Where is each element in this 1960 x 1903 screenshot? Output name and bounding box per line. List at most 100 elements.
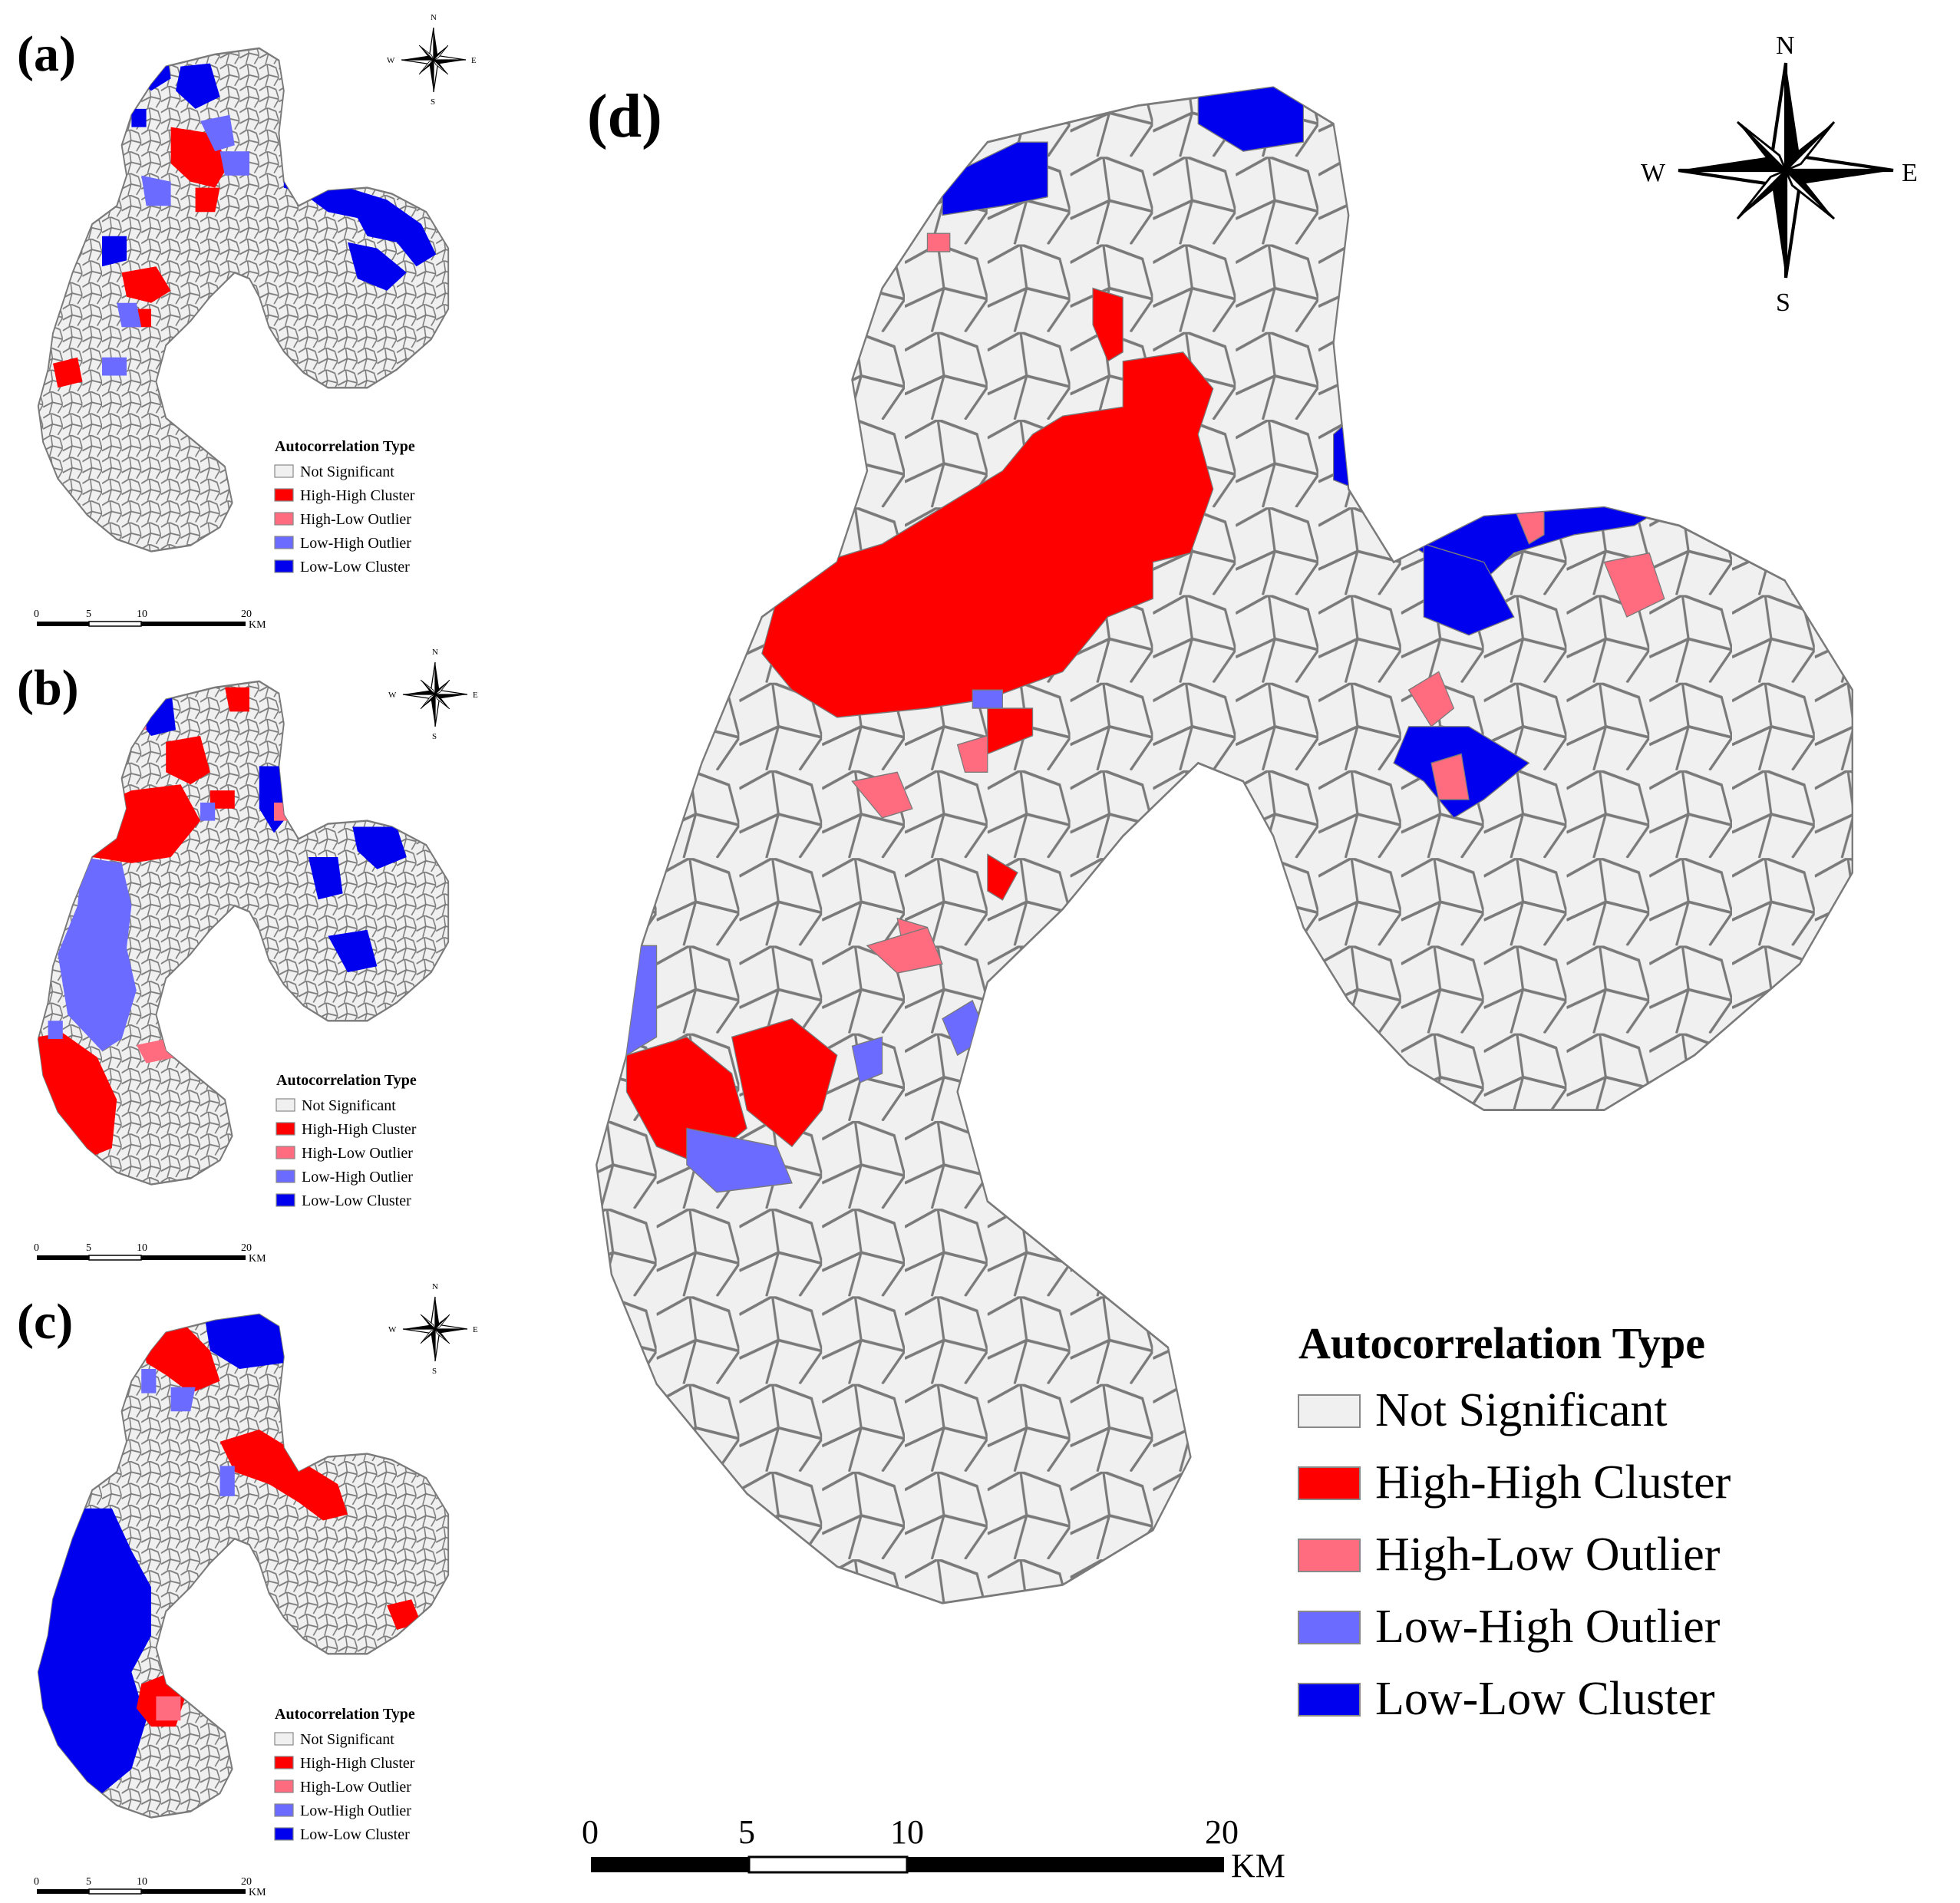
region-low-high: [686, 1127, 793, 1193]
scale-tick: 5: [86, 608, 91, 620]
region-low-low: [131, 108, 147, 127]
legend-title: Autocorrelation Type: [275, 438, 415, 455]
legend-d-swatch-high-high: [1298, 1466, 1361, 1500]
legend-d-label-low-low: Low-Low Cluster: [1375, 1673, 1715, 1725]
compass-rose-a: [401, 27, 467, 93]
legend-swatch-high-high: [274, 1756, 294, 1769]
panel-a: (a): [17, 13, 477, 631]
legend-c: Autocorrelation Type Not Significant High-…: [274, 1706, 415, 1843]
scale-bar-d: 0 5 10 20 KM: [582, 1813, 1285, 1885]
legend-swatch-high-high: [274, 488, 294, 502]
legend-label-high-high: High-High Cluster: [300, 1755, 415, 1772]
region-high-low: [367, 169, 382, 182]
region-high-low: [131, 711, 147, 731]
svg-text:W: W: [388, 1325, 397, 1334]
svg-text:N: N: [432, 1282, 438, 1291]
legend-label-high-low: High-Low Outlier: [300, 1779, 411, 1796]
panel-c-label: (c): [17, 1294, 73, 1350]
region-high-high: [190, 345, 210, 364]
scale-tick: 10: [137, 1242, 147, 1254]
legend-label-low-low: Low-Low Cluster: [302, 1192, 411, 1209]
scale-tick: 5: [86, 1242, 91, 1254]
region-low-low: [136, 687, 177, 736]
region-high-high: [195, 187, 220, 213]
panel-d-label: (d): [587, 83, 662, 150]
legend-label-high-low: High-Low Outlier: [302, 1145, 413, 1162]
compass-labels-c: N E S W: [388, 1282, 478, 1376]
legend-b: Autocorrelation Type Not Significant High-…: [276, 1072, 417, 1209]
legend-label-low-high: Low-High Outlier: [300, 1802, 411, 1819]
compass-labels-b: N E S W: [388, 648, 478, 741]
legend-d-title: Autocorrelation Type: [1298, 1318, 1705, 1368]
scale-tick: 0: [34, 1876, 39, 1888]
region-low-high: [200, 114, 235, 152]
legend-title: Autocorrelation Type: [275, 1706, 415, 1723]
compass-rose-b: [402, 661, 468, 727]
region-high-low: [1603, 552, 1665, 618]
scale-tick: 0: [34, 1242, 39, 1254]
svg-text:S: S: [431, 97, 435, 107]
region-low-high: [972, 689, 1003, 709]
region-low-low: [1423, 543, 1515, 636]
region-high-high: [761, 351, 1214, 718]
legend-label-high-high: High-High Cluster: [300, 487, 415, 504]
svg-text:E: E: [473, 1325, 478, 1334]
legend-swatch-low-low: [276, 1193, 295, 1207]
region-high-high: [210, 790, 235, 809]
legend-d: Autocorrelation Type Not Significant High…: [1298, 1318, 1731, 1725]
region-low-high: [219, 151, 250, 176]
scale-tick: 10: [137, 608, 147, 620]
legend-label-low-high: Low-High Outlier: [300, 535, 411, 552]
region-low-low: [176, 63, 220, 109]
svg-text:W: W: [387, 56, 395, 65]
panel-c-map: [37, 1313, 450, 1819]
legend-a: Autocorrelation Type Not Significant High-…: [274, 438, 415, 576]
compass-labels-d: N E S W: [1641, 31, 1918, 317]
scale-tick-20: 20: [1205, 1813, 1239, 1851]
region-low-high: [200, 802, 216, 821]
region-low-low: [205, 1314, 289, 1369]
region-high-high: [166, 736, 210, 785]
legend-d-label-not-significant: Not Significant: [1375, 1384, 1668, 1436]
region-low-low: [619, 799, 650, 873]
panel-b-label: (b): [17, 660, 79, 716]
panel-b-map: [37, 680, 450, 1186]
region-low-low: [328, 929, 378, 973]
region-high-low: [38, 327, 48, 345]
svg-text:S: S: [432, 1367, 437, 1376]
scale-tick: 20: [241, 1876, 252, 1888]
panel-d-map: [595, 86, 1854, 1605]
scale-tick: 20: [241, 608, 252, 620]
region-low-low: [348, 242, 407, 291]
region-high-low: [1407, 671, 1455, 727]
panel-a-label: (a): [17, 26, 76, 82]
region-high-low: [851, 771, 913, 819]
region-high-high: [225, 687, 250, 712]
legend-label-not-significant: Not Significant: [300, 1731, 394, 1748]
region-low-high: [851, 1036, 883, 1083]
region-high-low: [866, 926, 943, 974]
legend-swatch-low-low: [274, 1827, 294, 1841]
legend-label-high-low: High-Low Outlier: [300, 511, 411, 528]
region-high-low: [1430, 753, 1470, 800]
region-high-high: [53, 357, 83, 388]
scale-unit: KM: [1231, 1847, 1285, 1885]
region-high-high: [1092, 287, 1124, 362]
panel-a-map: [37, 47, 450, 552]
region-high-high: [219, 1430, 348, 1521]
region-low-low: [102, 236, 127, 267]
legend-d-swatch-not-significant: [1298, 1394, 1361, 1428]
legend-label-low-low: Low-Low Cluster: [300, 559, 410, 576]
region-high-low: [156, 1696, 181, 1721]
compass-labels-a: N E S W: [387, 13, 477, 107]
region-low-low: [942, 141, 1048, 216]
compass-rose-d: [1678, 63, 1893, 278]
svg-text:E: E: [473, 691, 478, 700]
svg-text:N: N: [431, 13, 437, 22]
legend-swatch-low-high: [274, 1803, 294, 1817]
region-low-high: [219, 1466, 235, 1496]
scale-tick-10: 10: [890, 1813, 924, 1851]
